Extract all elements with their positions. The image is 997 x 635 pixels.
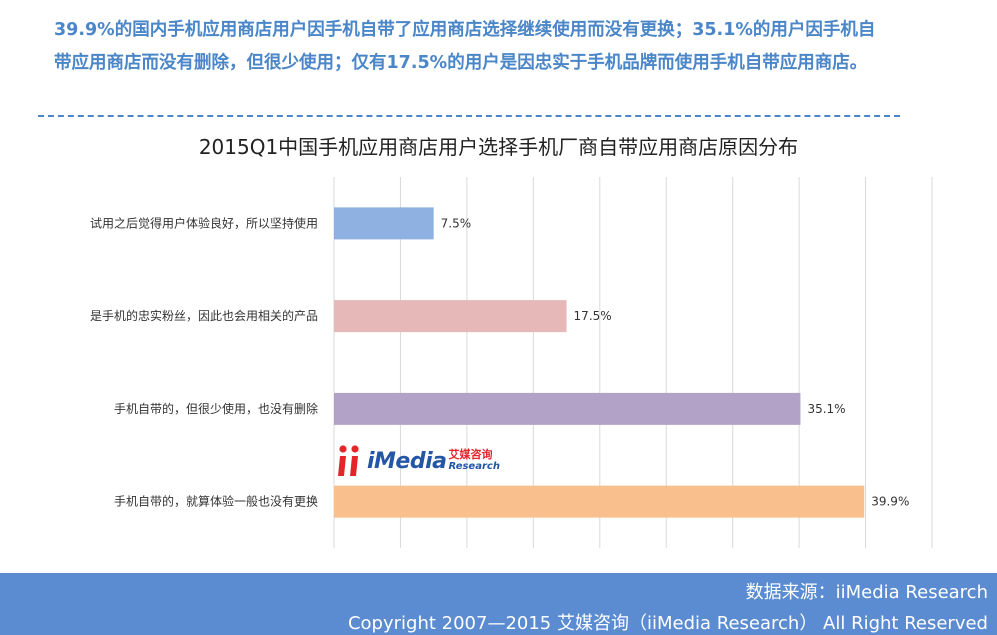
bar (334, 207, 434, 240)
data-label: 17.5% (574, 309, 612, 323)
data-label: 35.1% (807, 402, 845, 416)
brand-logo: iMedia 艾媒咨询 Research (336, 443, 500, 479)
logo-english: Research (448, 461, 500, 472)
logo-wordmark: iMedia (367, 448, 447, 474)
bar (334, 485, 865, 518)
bar-layer (334, 207, 865, 518)
chart-title: 2015Q1中国手机应用商店用户选择手机厂商自带应用商店原因分布 (198, 135, 799, 159)
logo-subtitle: 艾媒咨询 Research (449, 449, 500, 473)
category-label: 手机自带的，就算体验一般也没有更换 (114, 494, 318, 509)
bar (334, 300, 567, 333)
logo-icon (338, 445, 359, 476)
summary-text: 39.9%的国内手机应用商店用户因手机自带了应用商店选择继续使用而没有更换；35… (54, 20, 876, 73)
logo-chinese: 艾媒咨询 (448, 448, 493, 461)
category-label: 手机自带的，但很少使用，也没有删除 (114, 401, 318, 416)
data-label: 39.9% (871, 495, 909, 509)
copyright: Copyright 2007—2015 艾媒咨询（iiMedia Researc… (347, 613, 988, 634)
data-source: 数据来源：iiMedia Research (745, 582, 988, 603)
bar-chart: 试用之后觉得用户体验良好，所以坚持使用 7.5% 是手机的忠实粉丝，因此也会用相关的… (90, 177, 933, 548)
category-label: 试用之后觉得用户体验良好，所以坚持使用 (90, 215, 318, 230)
footer-bar: 数据来源：iiMedia Research Copyright 2007—201… (0, 573, 997, 635)
category-label: 是手机的忠实粉丝，因此也会用相关的产品 (90, 308, 318, 323)
dashed-divider (38, 115, 900, 117)
label-layer: 试用之后觉得用户体验良好，所以坚持使用 7.5% 是手机的忠实粉丝，因此也会用相关的… (90, 215, 909, 508)
bar (334, 392, 801, 425)
data-label: 7.5% (441, 216, 472, 230)
